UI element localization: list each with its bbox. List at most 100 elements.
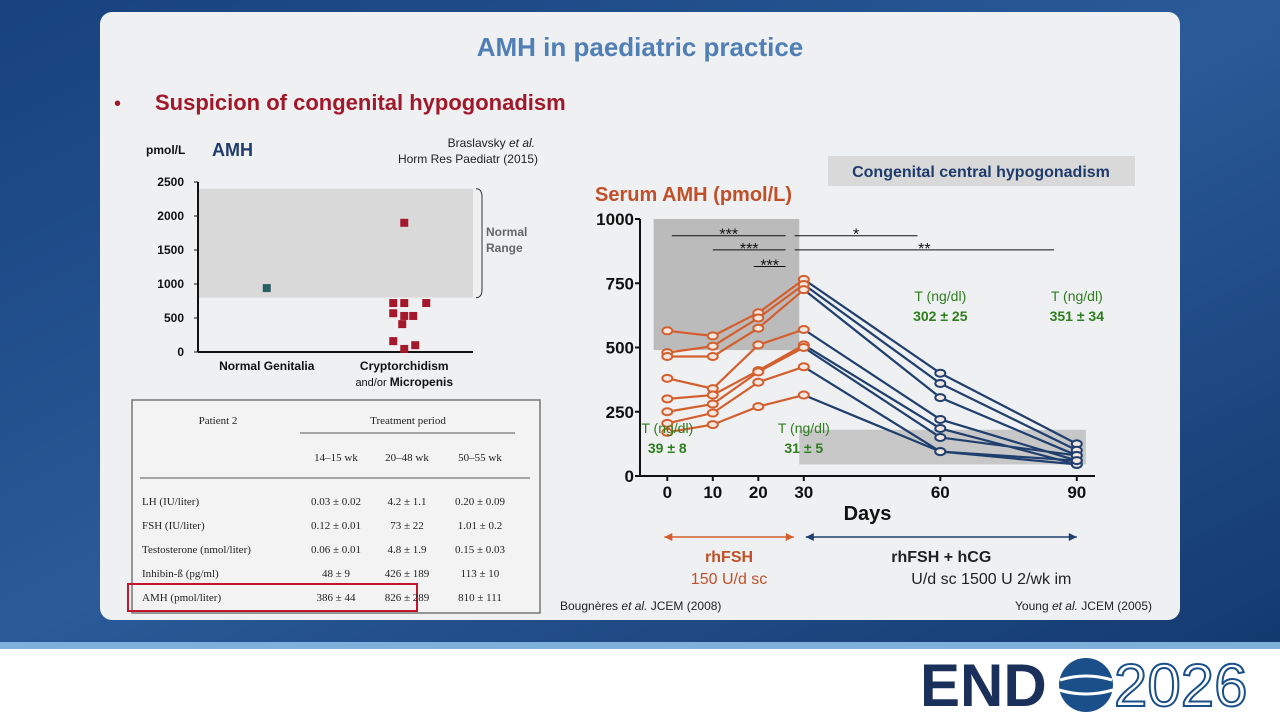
band-label: Normal — [486, 225, 527, 239]
citation-etal: et al. — [509, 136, 535, 150]
table-cell: 0.15 ± 0.03 — [455, 544, 506, 556]
table-cell: LH (IU/liter) — [142, 496, 199, 508]
table-cell: 426 ± 189 — [385, 568, 430, 580]
point — [797, 343, 810, 352]
point — [1070, 456, 1083, 466]
phase-dose: 150 U/d sc — [691, 571, 767, 588]
point — [706, 341, 719, 351]
point — [262, 284, 271, 293]
point — [661, 373, 674, 383]
point — [797, 390, 810, 400]
point — [661, 394, 674, 404]
point — [752, 402, 765, 412]
annotation-label: T (ng/dl) — [641, 420, 693, 436]
point — [400, 344, 409, 353]
table-cell: 810 ± 111 — [458, 592, 502, 604]
series-line — [667, 283, 805, 354]
point — [389, 309, 398, 318]
table-cell: 4.8 ± 1.9 — [387, 544, 427, 556]
annotation-label: T (ng/dl) — [914, 288, 966, 304]
y-tick-label: 0 — [625, 467, 634, 486]
x-tick-label: 30 — [794, 483, 813, 502]
box-label-bg — [828, 156, 1135, 186]
y-tick-label: 500 — [606, 339, 634, 358]
point — [409, 311, 418, 320]
table-cell: 4.2 ± 1.1 — [387, 496, 426, 508]
table-cell: 826 ± 289 — [385, 592, 430, 604]
series-line — [667, 278, 805, 338]
point — [752, 313, 765, 323]
point — [661, 427, 674, 437]
band-bracket — [475, 188, 483, 299]
point — [389, 337, 398, 346]
point — [752, 367, 765, 377]
table-column-header: 50–55 wk — [458, 452, 502, 464]
slide-title: AMH in paediatric practice — [477, 32, 804, 62]
significance-label: *** — [740, 241, 759, 258]
y-unit: pmol/L — [146, 143, 185, 157]
citation: Bougnères et al. JCEM (2008) — [560, 599, 721, 613]
logo-right: 2026 — [1114, 652, 1247, 719]
point — [706, 408, 719, 418]
x-tick-label: 0 — [663, 483, 672, 502]
point — [389, 299, 398, 308]
point — [934, 447, 947, 457]
table-column-header: 20–48 wk — [385, 452, 429, 464]
table-cell: 0.06 ± 0.01 — [311, 544, 361, 556]
annotation-label: T (ng/dl) — [778, 420, 830, 436]
citation-source: Horm Res Paediatr (2015) — [398, 152, 538, 166]
y-tick-label: 250 — [606, 403, 634, 422]
table-column-header: 14–15 wk — [314, 452, 358, 464]
significance-label: *** — [760, 258, 779, 275]
footer-stripe — [0, 642, 1280, 649]
point — [398, 320, 407, 329]
phase-dose: U/d sc 1500 U 2/wk im — [911, 571, 1071, 588]
series-line — [667, 288, 805, 358]
point — [400, 299, 409, 308]
significance-label: * — [853, 227, 859, 244]
y-tick-label: 1000 — [157, 277, 184, 291]
logo-left: END — [920, 652, 1047, 719]
significance-label: *** — [719, 227, 738, 244]
point — [934, 378, 947, 388]
point — [752, 323, 765, 333]
annotation-value: 302 ± 25 — [913, 308, 968, 324]
y-tick-label: 2000 — [157, 209, 184, 223]
annotation-value: 351 ± 34 — [1050, 308, 1105, 324]
point — [934, 432, 947, 442]
y-tick-label: 0 — [177, 345, 184, 359]
point — [661, 407, 674, 417]
point — [706, 390, 719, 400]
chart-title: AMH — [212, 140, 253, 160]
table-title: Patient 2 — [199, 415, 238, 427]
series-line — [667, 346, 805, 413]
table-cell: AMH (pmol/liter) — [142, 592, 221, 604]
table-cell: 386 ± 44 — [316, 592, 356, 604]
table-cell: 0.03 ± 0.02 — [311, 496, 361, 508]
phase-label: rhFSH — [705, 549, 753, 566]
citation-author: Bougnères — [560, 599, 621, 613]
point — [934, 423, 947, 433]
point — [411, 341, 420, 350]
citation-etal: et al. — [621, 599, 647, 613]
category-note-prefix: and/or — [355, 377, 389, 389]
table-cell: 1.01 ± 0.2 — [458, 520, 503, 532]
bullet: • — [114, 93, 121, 115]
point — [661, 351, 674, 361]
point — [797, 325, 810, 335]
y-tick-label: 1500 — [157, 243, 184, 257]
table-cell: 113 ± 10 — [461, 568, 500, 580]
point — [934, 414, 947, 424]
normal-band — [198, 188, 473, 298]
y-tick-label: 1000 — [596, 210, 634, 229]
box-label: Congenital central hypogonadism — [852, 164, 1110, 181]
heading: Suspicion of congenital hypogonadism — [155, 90, 566, 115]
point — [706, 399, 719, 409]
point — [661, 326, 674, 336]
citation-source: JCEM (2008) — [647, 599, 721, 613]
table-group-header: Treatment period — [370, 415, 446, 427]
table-cell: 73 ± 22 — [390, 520, 424, 532]
annotation-value: 39 ± 8 — [648, 440, 687, 456]
